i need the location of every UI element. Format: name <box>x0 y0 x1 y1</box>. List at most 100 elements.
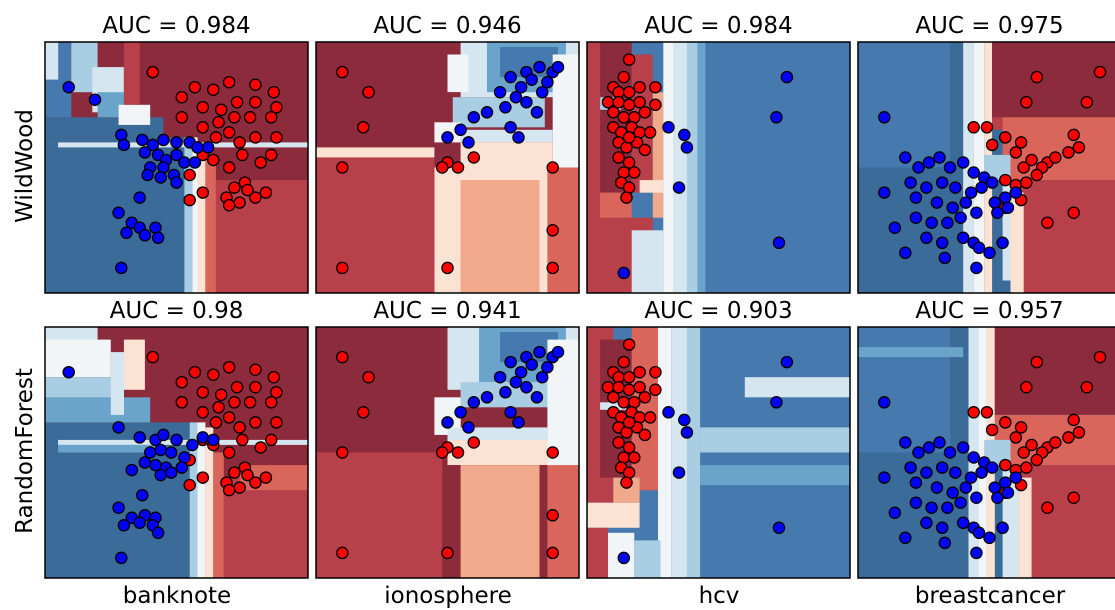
region-cell <box>58 439 308 445</box>
point-class-1 <box>622 131 636 144</box>
point-class-0 <box>514 80 528 94</box>
scatter-points <box>336 60 565 275</box>
point-class-0 <box>954 496 967 509</box>
point-class-0 <box>972 526 986 540</box>
panel-frame <box>44 326 309 579</box>
point-class-0 <box>972 241 986 255</box>
point-class-1 <box>249 380 262 394</box>
point-class-0 <box>117 519 131 532</box>
region-cell <box>45 397 151 423</box>
point-class-1 <box>638 428 652 442</box>
scatter-points <box>62 65 283 275</box>
point-class-1 <box>1067 491 1080 504</box>
point-class-0 <box>956 516 970 530</box>
point-class-0 <box>878 186 891 199</box>
panel-title: AUC = 0.946 <box>373 13 521 39</box>
point-class-1 <box>622 338 636 351</box>
point-class-1 <box>622 370 636 384</box>
point-class-0 <box>170 148 183 162</box>
point-class-1 <box>628 451 641 464</box>
point-class-1 <box>1067 206 1080 219</box>
point-class-1 <box>267 85 281 99</box>
region-cell <box>858 42 950 168</box>
point-class-0 <box>117 138 131 152</box>
region-cell <box>658 327 672 578</box>
region-cell <box>634 540 661 578</box>
point-class-0 <box>467 111 481 124</box>
point-class-1 <box>222 411 236 424</box>
point-class-0 <box>551 345 565 359</box>
point-class-0 <box>504 121 517 134</box>
point-class-1 <box>196 101 210 114</box>
point-class-1 <box>222 75 236 89</box>
point-class-0 <box>178 156 191 169</box>
panel-title: AUC = 0.975 <box>915 13 1063 39</box>
point-class-1 <box>633 95 646 109</box>
point-class-0 <box>499 101 512 114</box>
point-class-1 <box>183 193 196 207</box>
point-class-1 <box>617 166 631 179</box>
point-class-1 <box>254 156 267 169</box>
point-class-0 <box>878 396 891 409</box>
point-class-0 <box>499 386 512 399</box>
point-class-1 <box>362 85 375 99</box>
point-class-0 <box>680 141 694 154</box>
point-class-1 <box>222 126 236 139</box>
point-class-1 <box>336 161 349 174</box>
panel-frame <box>315 326 580 579</box>
point-class-1 <box>1030 168 1044 182</box>
point-class-0 <box>1009 471 1023 484</box>
panel-ionosphere-randomforest: AUC = 0.941 <box>315 298 580 579</box>
point-class-1 <box>1049 151 1062 164</box>
point-class-1 <box>1014 421 1028 434</box>
point-class-1 <box>1020 461 1033 474</box>
point-class-0 <box>909 191 923 204</box>
point-class-0 <box>62 365 75 379</box>
point-class-0 <box>975 181 988 194</box>
point-class-0 <box>780 355 794 369</box>
region-cell <box>979 327 987 578</box>
point-class-0 <box>462 421 475 434</box>
panel-ionosphere-wildwood: AUC = 0.946 <box>315 13 580 294</box>
point-class-1 <box>435 446 449 459</box>
point-class-0 <box>454 123 467 137</box>
point-class-1 <box>212 401 225 414</box>
point-class-1 <box>1093 350 1107 364</box>
point-class-1 <box>183 168 196 182</box>
point-class-0 <box>912 161 925 174</box>
point-class-0 <box>525 73 538 86</box>
col-label-ionosphere: ionosphere <box>384 583 512 609</box>
row-labels: WildWood RandomForest <box>12 109 38 534</box>
point-class-0 <box>191 141 204 154</box>
point-class-1 <box>1067 413 1080 427</box>
point-class-0 <box>780 70 794 84</box>
point-class-1 <box>643 126 657 139</box>
point-class-1 <box>1072 141 1086 154</box>
point-class-1 <box>209 131 223 144</box>
point-class-0 <box>157 133 170 147</box>
point-class-1 <box>259 186 273 199</box>
point-class-0 <box>112 206 125 219</box>
row-label-randomforest: RandomForest <box>12 368 38 534</box>
point-class-1 <box>612 380 625 394</box>
point-class-1 <box>622 156 636 169</box>
region-cell <box>110 352 124 415</box>
region-cell <box>963 42 974 293</box>
point-class-1 <box>546 224 559 237</box>
region-cell <box>671 327 687 578</box>
point-class-1 <box>1080 95 1094 109</box>
point-class-0 <box>141 168 154 182</box>
point-class-1 <box>622 98 636 112</box>
point-class-1 <box>441 261 454 275</box>
point-class-1 <box>249 416 262 429</box>
region-cell <box>316 147 435 158</box>
point-class-1 <box>214 103 228 117</box>
region-cell <box>460 129 553 143</box>
point-class-1 <box>546 161 559 174</box>
point-class-0 <box>138 229 152 242</box>
point-class-0 <box>770 396 783 409</box>
region-cell <box>447 427 548 440</box>
point-class-1 <box>1049 436 1062 449</box>
point-class-0 <box>617 266 631 280</box>
